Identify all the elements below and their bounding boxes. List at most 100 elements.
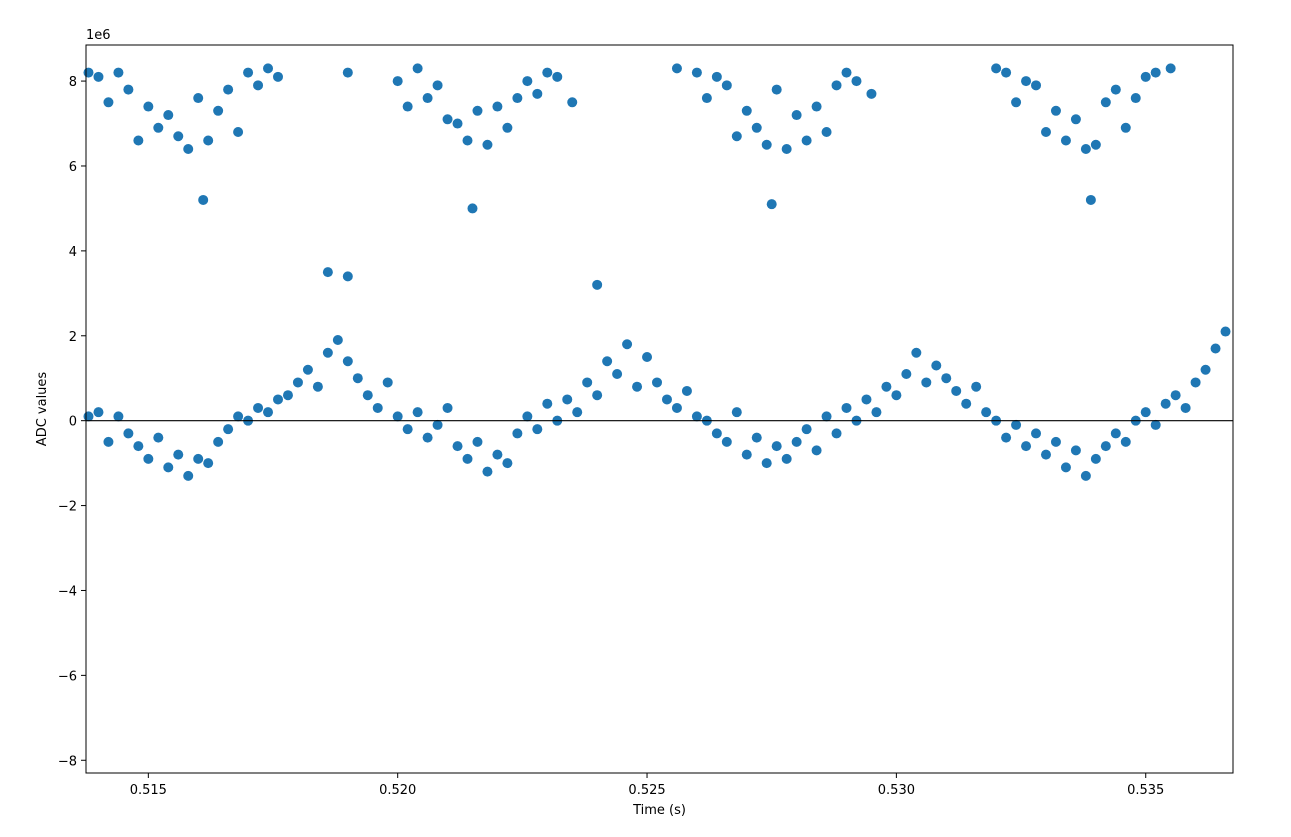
data-point bbox=[432, 80, 443, 91]
data-point bbox=[173, 131, 184, 142]
data-point bbox=[691, 67, 702, 78]
data-point bbox=[193, 93, 204, 104]
data-point bbox=[622, 339, 633, 350]
data-point bbox=[801, 135, 812, 146]
data-point bbox=[721, 80, 732, 91]
data-point bbox=[766, 199, 777, 210]
data-point bbox=[362, 390, 373, 401]
data-point bbox=[1100, 441, 1111, 452]
data-point bbox=[1011, 97, 1022, 108]
data-point bbox=[273, 71, 283, 82]
data-point bbox=[1110, 84, 1121, 95]
data-point bbox=[701, 93, 712, 104]
data-point bbox=[203, 135, 214, 146]
data-point bbox=[951, 385, 962, 396]
data-point bbox=[103, 436, 114, 447]
data-point bbox=[253, 402, 264, 413]
data-point bbox=[382, 377, 393, 388]
data-point bbox=[103, 97, 114, 108]
data-point bbox=[991, 63, 1002, 74]
data-point bbox=[1080, 144, 1091, 154]
data-point bbox=[183, 470, 194, 481]
data-point bbox=[93, 71, 104, 82]
data-point bbox=[1120, 122, 1131, 133]
data-point bbox=[542, 398, 553, 409]
data-point bbox=[153, 432, 164, 443]
data-point bbox=[302, 364, 313, 375]
data-point bbox=[1090, 139, 1101, 150]
data-point bbox=[552, 71, 563, 82]
data-point bbox=[1150, 67, 1161, 78]
data-point bbox=[961, 398, 972, 409]
data-point bbox=[512, 93, 523, 104]
x-tick-label: 0.535 bbox=[1127, 783, 1164, 798]
data-point bbox=[801, 424, 812, 435]
y-axis-ticks: −8 −6 −4 −2 0 2 4 6 8 bbox=[58, 75, 86, 769]
y-axis-label: ADC values bbox=[35, 372, 50, 447]
data-point bbox=[981, 407, 992, 418]
data-point bbox=[891, 390, 902, 401]
data-point bbox=[1031, 428, 1042, 439]
data-point bbox=[1050, 105, 1061, 116]
data-point bbox=[671, 63, 682, 74]
data-point bbox=[1110, 428, 1121, 439]
data-point bbox=[123, 428, 134, 439]
data-point bbox=[462, 453, 473, 464]
plot-area-frame bbox=[85, 44, 1234, 774]
y-tick-label: 0 bbox=[69, 415, 77, 430]
data-point bbox=[921, 377, 932, 388]
data-point bbox=[243, 67, 254, 78]
data-point bbox=[282, 390, 293, 401]
data-points bbox=[83, 63, 1231, 481]
data-point bbox=[1021, 441, 1032, 452]
data-point bbox=[1001, 67, 1012, 78]
data-point bbox=[582, 377, 593, 388]
data-point bbox=[502, 122, 513, 133]
data-point bbox=[1070, 114, 1081, 125]
y-axis-offset-text: 1e6 bbox=[86, 28, 111, 43]
data-point bbox=[173, 449, 184, 460]
data-point bbox=[342, 67, 353, 78]
data-point bbox=[781, 144, 792, 154]
data-point bbox=[1140, 71, 1151, 82]
data-point bbox=[163, 110, 174, 121]
data-point bbox=[492, 449, 503, 460]
data-point bbox=[841, 67, 852, 78]
data-point bbox=[652, 377, 663, 388]
data-point bbox=[123, 84, 134, 95]
data-point bbox=[153, 122, 164, 133]
data-point bbox=[143, 101, 154, 112]
data-point bbox=[263, 407, 274, 418]
data-point bbox=[273, 394, 283, 405]
data-point bbox=[731, 131, 742, 142]
data-point bbox=[522, 76, 533, 87]
y-tick-label: −6 bbox=[58, 669, 77, 684]
data-point bbox=[502, 458, 513, 469]
data-point bbox=[1050, 436, 1061, 447]
data-point bbox=[592, 279, 603, 290]
data-point bbox=[831, 428, 842, 439]
data-point bbox=[751, 432, 762, 443]
data-point bbox=[233, 411, 244, 422]
data-point bbox=[452, 441, 463, 452]
data-point bbox=[681, 385, 692, 396]
y-tick-label: 6 bbox=[69, 160, 77, 175]
data-point bbox=[721, 436, 732, 447]
y-tick-label: 2 bbox=[69, 330, 77, 345]
data-point bbox=[183, 144, 194, 154]
data-point bbox=[113, 411, 124, 422]
y-tick-label: −2 bbox=[58, 500, 77, 515]
data-point bbox=[233, 127, 244, 138]
data-point bbox=[771, 84, 782, 95]
data-point bbox=[352, 373, 363, 384]
data-point bbox=[422, 432, 433, 443]
data-point bbox=[711, 71, 722, 82]
data-point bbox=[1170, 390, 1181, 401]
data-point bbox=[866, 88, 877, 99]
data-point bbox=[811, 101, 822, 112]
data-point bbox=[971, 381, 982, 392]
data-point bbox=[761, 458, 772, 469]
data-point bbox=[791, 436, 802, 447]
data-point bbox=[1001, 432, 1012, 443]
data-point bbox=[1040, 449, 1051, 460]
